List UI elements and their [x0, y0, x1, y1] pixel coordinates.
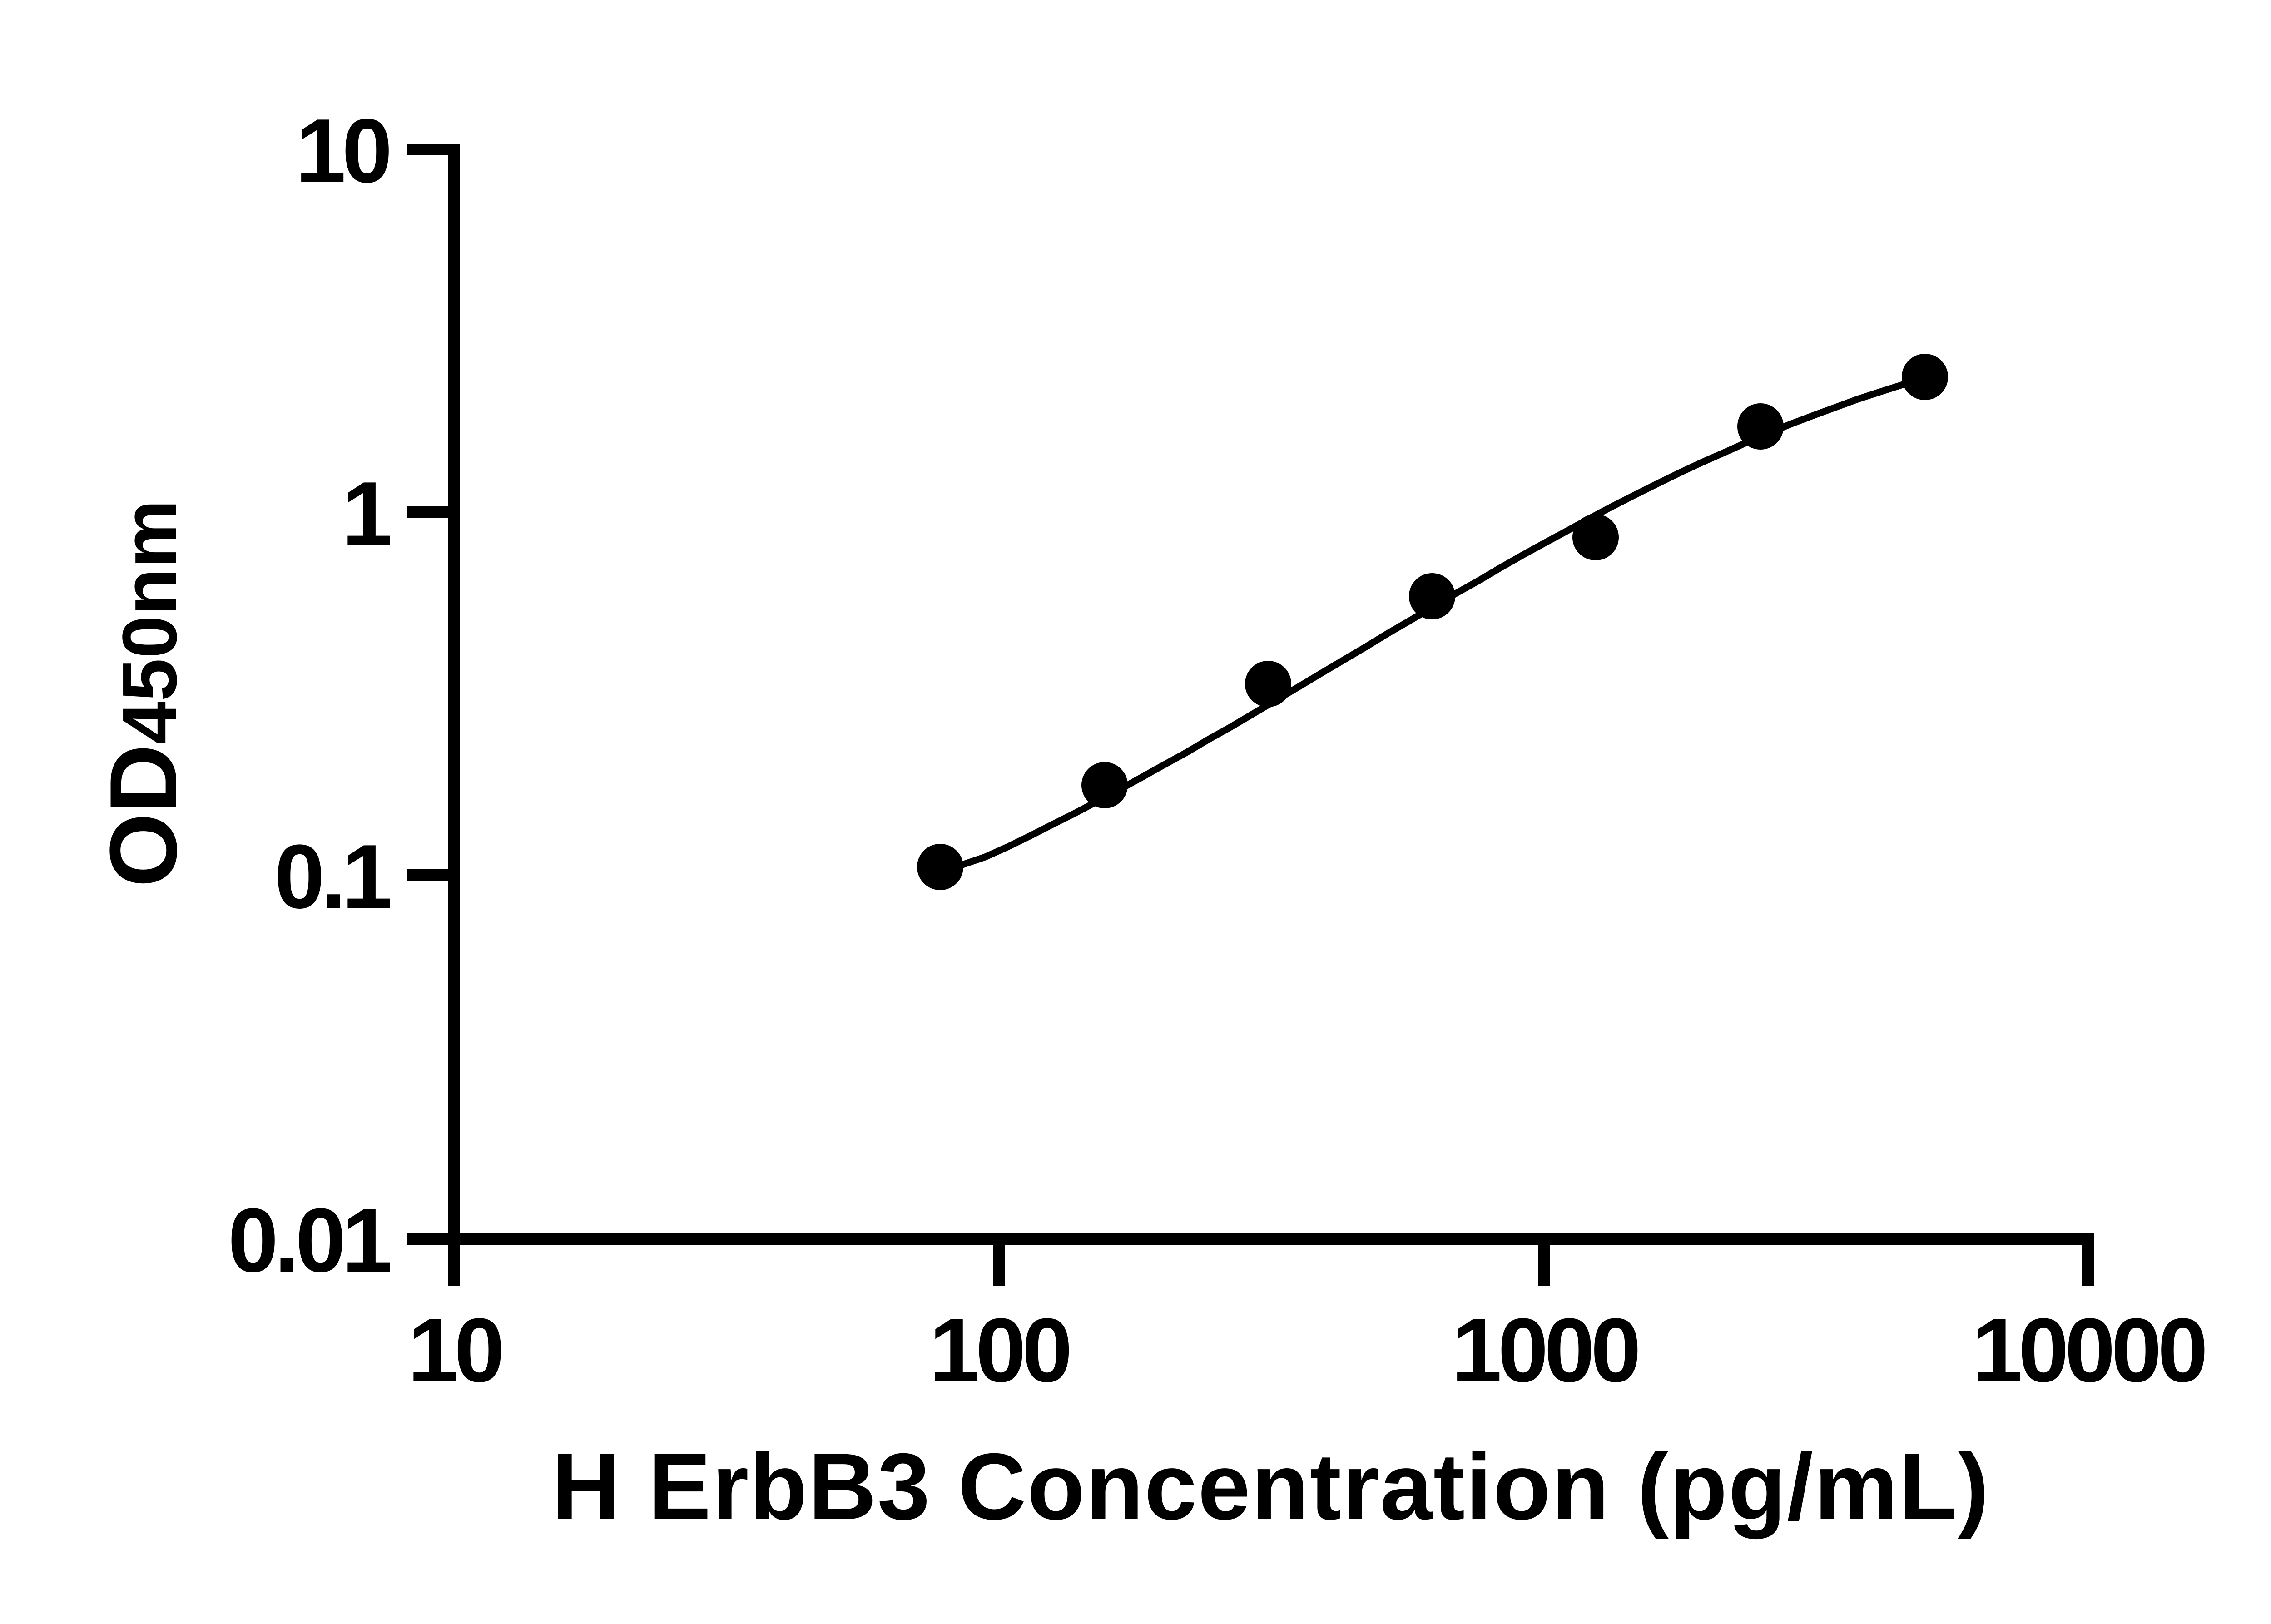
svg-text:OD450nm: OD450nm [90, 500, 197, 887]
svg-text:100: 100 [929, 1300, 1069, 1401]
svg-text:10000: 10000 [1972, 1300, 2205, 1401]
svg-text:H ErbB3 Concentration (pg/mL): H ErbB3 Concentration (pg/mL) [552, 1434, 1990, 1540]
svg-text:10: 10 [296, 100, 389, 202]
svg-text:1: 1 [342, 463, 390, 564]
svg-text:0.1: 0.1 [274, 826, 390, 927]
svg-text:10: 10 [408, 1300, 501, 1401]
svg-text:1000: 1000 [1452, 1300, 1638, 1401]
svg-text:0.01: 0.01 [228, 1190, 390, 1291]
